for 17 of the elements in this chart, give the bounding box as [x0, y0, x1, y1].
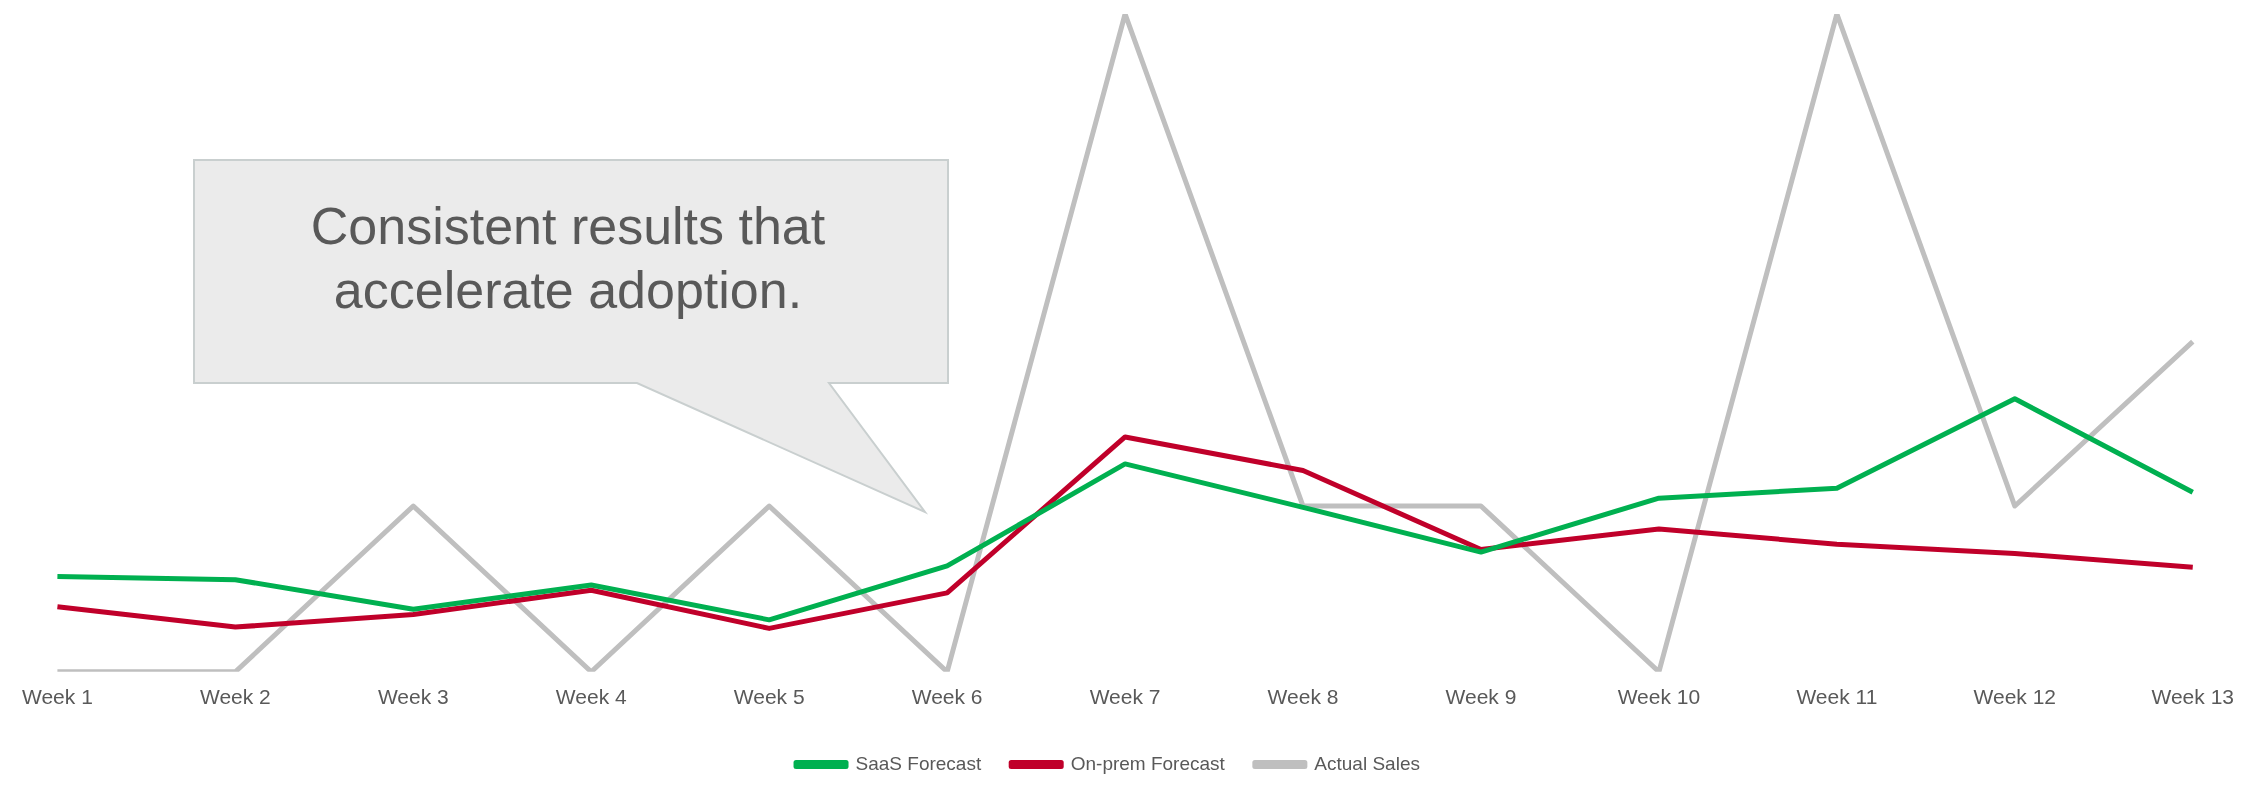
x-tick-label: Week 8 — [1267, 685, 1339, 709]
legend-label: On-prem Forecast — [1070, 752, 1226, 774]
x-tick-label: Week 3 — [377, 685, 449, 709]
x-tick-label: Week 1 — [21, 685, 93, 709]
x-tick-label: Week 4 — [555, 685, 627, 709]
annotation: Consistent results that accelerate adoption. — [309, 196, 827, 321]
x-tick-label: Week 7 — [1089, 685, 1161, 709]
x-tick-label: Week 12 — [1973, 685, 2057, 709]
x-tick-label: Week 10 — [1617, 685, 1701, 709]
x-tick-label: Week 9 — [1445, 685, 1517, 709]
x-tick-label: Week 6 — [911, 685, 983, 709]
x-tick-label: Week 5 — [733, 685, 805, 709]
x-tick-label: Week 11 — [1796, 685, 1878, 709]
x-tick-label: Week 13 — [2151, 685, 2234, 709]
x-tick-label: Week 2 — [199, 685, 271, 709]
legend-label: Actual Sales — [1314, 752, 1420, 774]
legend-label: SaaS Forecast — [855, 752, 982, 774]
